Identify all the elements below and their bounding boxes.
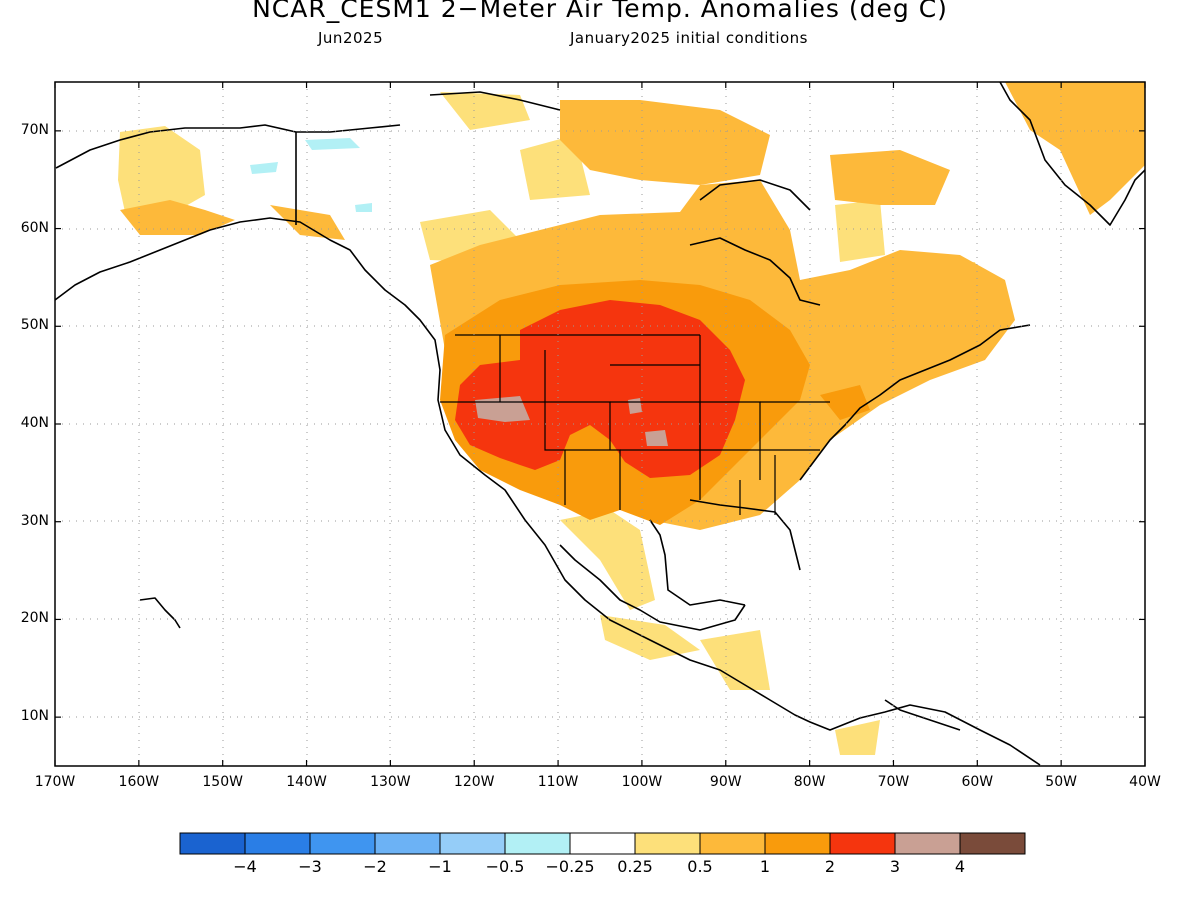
colorbar-swatch	[894, 832, 961, 855]
anomaly-fill-2	[455, 300, 745, 478]
colorbar-swatch	[309, 832, 376, 855]
lon-label: 40W	[1129, 774, 1161, 790]
lon-label: 140W	[286, 774, 327, 790]
colorbar-label: −0.25	[545, 857, 595, 876]
colorbar-swatch	[504, 832, 571, 855]
lat-label: 30N	[20, 512, 49, 529]
lon-label: 50W	[1045, 774, 1077, 790]
lat-label: 60N	[20, 219, 49, 236]
lon-label: 70W	[877, 774, 910, 790]
initial-conditions-label: January2025 initial conditions	[570, 29, 808, 47]
colorbar-swatch	[569, 832, 636, 855]
colorbar-label: 0.25	[617, 857, 653, 876]
axis-ticks	[54, 82, 1146, 766]
colorbar-label: −1	[428, 857, 452, 876]
colorbar-swatch	[179, 832, 246, 855]
lon-label: 150W	[202, 774, 243, 790]
colorbar-swatch	[764, 832, 831, 855]
lat-label: 70N	[20, 121, 49, 138]
lon-label: 60W	[961, 774, 994, 790]
lon-label: 100W	[621, 774, 663, 790]
lat-label: 20N	[20, 610, 49, 627]
colorbar-label: −3	[298, 857, 322, 876]
lat-label: 50N	[20, 317, 49, 334]
colorbar-label: 4	[954, 857, 966, 876]
lat-label: 10N	[20, 708, 49, 725]
lon-label: 120W	[453, 774, 495, 790]
colorbar-label: 1	[759, 857, 771, 876]
colorbar-label: 2	[824, 857, 836, 876]
colorbar-swatch	[634, 832, 701, 855]
colorbar-label: 3	[889, 857, 901, 876]
lon-label: 130W	[370, 774, 411, 790]
colorbar-label: −2	[363, 857, 387, 876]
state-borders	[440, 334, 830, 515]
colorbar-swatch	[959, 832, 1026, 855]
lon-label: 110W	[537, 774, 579, 790]
lon-label: 90W	[709, 774, 742, 790]
anomaly-fill-negative	[250, 138, 372, 212]
colorbar-label: −0.5	[485, 857, 525, 876]
forecast-month: Jun2025	[318, 29, 384, 47]
colorbar-label: 0.5	[687, 857, 713, 876]
map-layers	[118, 82, 1145, 755]
map-title: NCAR_CESM1 2−Meter Air Temp. Anomalies (…	[252, 0, 948, 23]
lon-label: 170W	[34, 774, 76, 790]
colorbar-label: −4	[233, 857, 257, 876]
colorbar-swatch	[829, 832, 896, 855]
colorbar	[179, 832, 1026, 855]
lat-label: 40N	[20, 415, 49, 431]
colorbar-swatch	[439, 832, 506, 855]
lon-label: 80W	[793, 774, 826, 790]
coastlines	[55, 82, 1145, 766]
colorbar-swatch	[699, 832, 766, 855]
lon-label: 160W	[118, 774, 160, 790]
colorbar-swatch	[244, 832, 311, 855]
colorbar-swatch	[374, 832, 441, 855]
